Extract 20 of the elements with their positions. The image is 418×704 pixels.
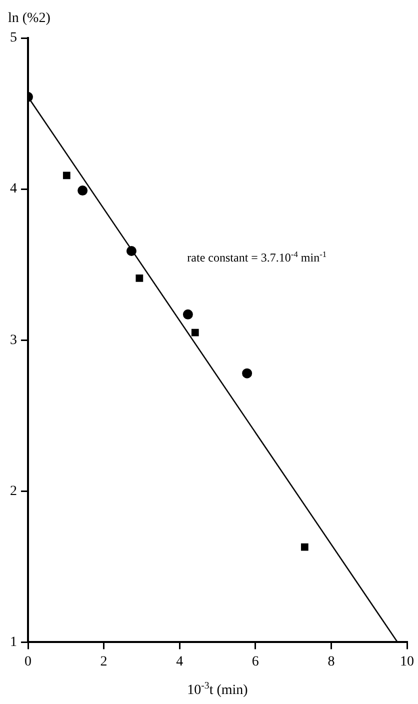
x-tick-label: 2 (100, 654, 108, 670)
point (242, 368, 252, 378)
point (191, 328, 199, 336)
y-tick-label: 2 (10, 484, 17, 499)
x-tick-label: 6 (252, 654, 259, 670)
point (126, 246, 136, 256)
x-tick-label: 0 (24, 654, 32, 670)
y-axis-title: ln (%2) (8, 11, 51, 26)
y-tick-label: 5 (10, 30, 17, 46)
point (78, 186, 88, 196)
point (182, 309, 193, 320)
x-tick-label: 10 (400, 654, 414, 670)
x-tick-label: 4 (176, 654, 184, 670)
point (300, 543, 308, 551)
y-tick-label: 1 (10, 634, 17, 650)
y-tick-label: 4 (10, 182, 17, 197)
x-tick-label: 8 (328, 654, 335, 670)
point (62, 172, 70, 180)
point (136, 274, 144, 282)
y-tick-label: 3 (10, 332, 17, 348)
